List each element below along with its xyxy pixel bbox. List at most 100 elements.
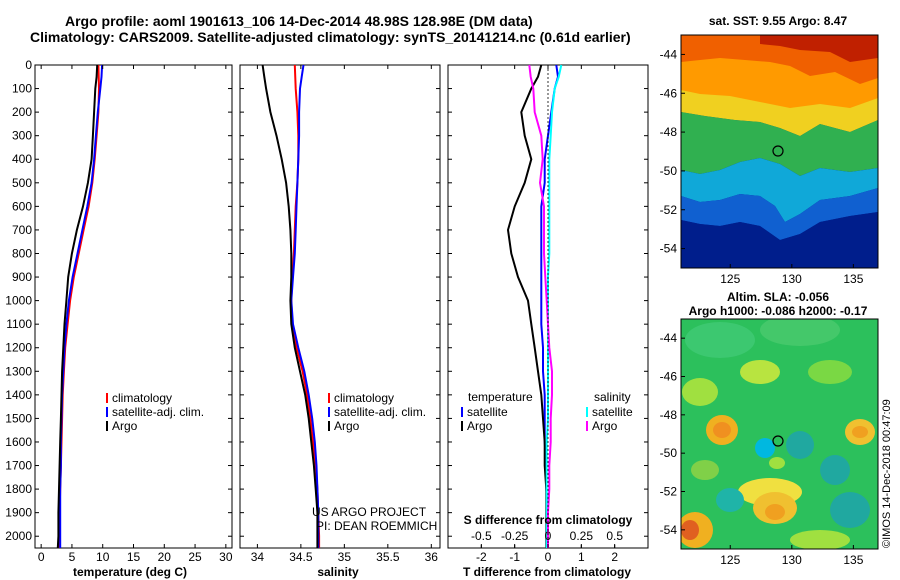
sla-map-subtitle: Argo h1000: -0.086 h2000: -0.17 xyxy=(689,304,868,318)
difference-series xyxy=(506,64,563,548)
legend-argo: Argo xyxy=(112,419,138,433)
temperature-axis-label: temperature (deg C) xyxy=(73,565,187,579)
credit-line-2: PI: DEAN ROEMMICH xyxy=(316,519,437,533)
lon-tick-label: 125 xyxy=(720,553,740,567)
series-argo xyxy=(261,64,319,548)
lat-tick-label: -54 xyxy=(660,523,678,537)
series-argo xyxy=(56,64,99,549)
lat-tick-label: -46 xyxy=(660,86,678,100)
sla-map-panel: Altim. SLA: -0.056 Argo h1000: -0.086 h2… xyxy=(660,290,879,567)
x-tick-label: 0 xyxy=(545,550,552,564)
x-tick-label: 15 xyxy=(127,550,141,564)
x-tick-label: -1 xyxy=(509,550,520,564)
x-tick-label: 34.5 xyxy=(289,550,313,564)
legend-temperature-satellite: satellite xyxy=(467,405,508,419)
sst-map-title: sat. SST: 9.55 Argo: 8.47 xyxy=(709,14,848,28)
title-line-2: Climatology: CARS2009. Satellite-adjuste… xyxy=(30,29,631,45)
sst-map-panel: sat. SST: 9.55 Argo: 8.47 125 130 135 -44 -4… xyxy=(660,14,879,286)
salinity-series xyxy=(261,64,321,548)
legend-salinity-title: salinity xyxy=(594,390,631,404)
sla-map-axes: 125 130 135 -44 -46 -48 -50 -52 -54 xyxy=(660,318,879,567)
argo-location-marker xyxy=(772,145,784,157)
depth-tick-label: 400 xyxy=(12,152,32,166)
s-diff-tick-label: -0.25 xyxy=(501,529,529,543)
temperature-legend: climatology satellite-adj. clim. Argo xyxy=(112,391,204,433)
x-tick-label: 35.5 xyxy=(376,550,400,564)
x-tick-label: 34 xyxy=(251,550,265,564)
salinity-axis-label: salinity xyxy=(317,565,359,579)
depth-tick-label: 700 xyxy=(12,223,32,237)
difference-panel: S difference from climatology T differen… xyxy=(448,64,648,579)
s-diff-tick-label: 0.5 xyxy=(606,529,623,543)
lat-tick-label: -46 xyxy=(660,370,678,384)
map-frame xyxy=(680,318,879,550)
lon-tick-label: 135 xyxy=(843,553,863,567)
series-salinity-argo xyxy=(528,64,553,548)
lon-tick-label: 130 xyxy=(782,553,802,567)
depth-tick-label: 100 xyxy=(12,82,32,96)
t-difference-axis-label: T difference from climatology xyxy=(463,565,631,579)
legend-temperature-title: temperature xyxy=(468,390,533,404)
legend-argo: Argo xyxy=(334,419,360,433)
depth-tick-label: 500 xyxy=(12,176,32,190)
lat-tick-label: -50 xyxy=(660,446,678,460)
title-line-1: Argo profile: aoml 1901613_106 14-Dec-20… xyxy=(65,13,533,29)
sla-map-image xyxy=(681,319,878,549)
depth-tick-label: 1700 xyxy=(5,459,32,473)
legend-satellite-adj: satellite-adj. clim. xyxy=(334,405,426,419)
depth-tick-label: 1600 xyxy=(5,435,32,449)
legend-temperature-argo: Argo xyxy=(467,419,493,433)
x-tick-label: 36 xyxy=(425,550,439,564)
depth-tick-label: 1100 xyxy=(6,317,32,331)
sst-map-image xyxy=(681,35,878,268)
depth-tick-label: 1000 xyxy=(5,294,32,308)
lat-tick-label: -44 xyxy=(660,47,678,61)
temperature-series xyxy=(56,64,104,549)
x-tick-label: 1 xyxy=(578,550,585,564)
x-tick-label: 35 xyxy=(338,550,352,564)
lat-tick-label: -48 xyxy=(660,125,678,139)
series-temperature-argo xyxy=(506,64,548,548)
depth-tick-label: 1200 xyxy=(5,341,32,355)
lat-tick-label: -52 xyxy=(660,485,678,499)
imos-timestamp: ©IMOS 14-Dec-2018 00:47:09 xyxy=(881,399,893,548)
lat-tick-label: -50 xyxy=(660,164,678,178)
credit-line-1: US ARGO PROJECT xyxy=(312,505,427,519)
lat-tick-label: -54 xyxy=(660,242,678,256)
panel-frames xyxy=(34,64,649,549)
lon-tick-label: 130 xyxy=(782,272,802,286)
map-frame xyxy=(680,34,879,269)
x-tick-label: 30 xyxy=(219,550,233,564)
lat-tick-label: -44 xyxy=(660,331,678,345)
depth-tick-label: 800 xyxy=(12,246,32,260)
depth-tick-label: 1800 xyxy=(5,482,32,496)
panel-1-frame xyxy=(34,64,233,549)
temperature-panel: temperature (deg C) climatology satellit… xyxy=(5,58,233,579)
depth-tick-label: 1900 xyxy=(5,506,32,520)
s-diff-tick-label: 0.25 xyxy=(570,529,594,543)
lat-tick-label: -48 xyxy=(660,408,678,422)
salinity-panel: salinity climatology satellite-adj. clim… xyxy=(240,64,440,579)
series-satellite-adj-clim- xyxy=(59,64,104,548)
depth-tick-label: 0 xyxy=(25,58,32,72)
lon-tick-label: 135 xyxy=(843,272,863,286)
depth-tick-label: 200 xyxy=(12,105,32,119)
x-tick-label: -2 xyxy=(476,550,487,564)
series-salinity-satellite xyxy=(545,64,563,548)
lon-tick-label: 125 xyxy=(720,272,740,286)
depth-tick-label: 600 xyxy=(12,199,32,213)
legend-salinity-satellite: satellite xyxy=(592,405,633,419)
difference-legend: temperature satellite Argo salinity sate… xyxy=(467,390,633,433)
x-tick-label: 10 xyxy=(96,550,110,564)
x-tick-label: 25 xyxy=(188,550,202,564)
s-diff-tick-label: -0.5 xyxy=(471,529,492,543)
depth-tick-label: 1400 xyxy=(5,388,32,402)
depth-tick-label: 2000 xyxy=(5,529,32,543)
depth-tick-label: 900 xyxy=(12,270,32,284)
legend-climatology: climatology xyxy=(334,391,394,405)
panel-2-frame xyxy=(239,64,441,549)
legend-climatology: climatology xyxy=(112,391,172,405)
depth-tick-label: 1300 xyxy=(5,364,32,378)
sst-map-axes: 125 130 135 -44 -46 -48 -50 -52 -54 xyxy=(660,34,879,286)
